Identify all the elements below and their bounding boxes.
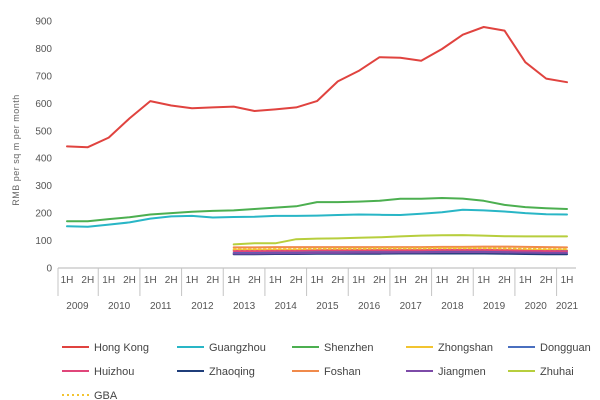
x-tick-label: 2H: [81, 275, 94, 286]
legend-label: Jiangmen: [438, 366, 486, 378]
y-tick-label: 100: [35, 236, 52, 247]
legend-label: Hong Kong: [94, 342, 149, 354]
x-tick-label: 1H: [561, 275, 574, 286]
x-tick-label: 2H: [540, 275, 553, 286]
x-tick-label: 2H: [456, 275, 469, 286]
plot-area: [66, 26, 568, 256]
x-tick-label: 1H: [477, 275, 490, 286]
y-tick-label: 600: [35, 99, 52, 110]
year-label: 2011: [150, 301, 172, 312]
legend-label: Zhongshan: [438, 342, 493, 354]
year-label: 2018: [441, 301, 464, 312]
legend-label: Shenzhen: [324, 342, 374, 354]
series-line-guangzhou: [66, 208, 568, 228]
year-label: 2013: [233, 301, 256, 312]
legend: Hong Kong Guangzhou Shenzhen Zhongshan Dongg…: [62, 342, 591, 400]
x-tick-label: 2H: [165, 275, 178, 286]
series-line-huizhou: [232, 248, 568, 253]
y-tick-label: 500: [35, 126, 52, 137]
x-tick-label: 1H: [102, 275, 115, 286]
series-line-jiangmen: [232, 251, 568, 255]
y-tick-label: 900: [35, 17, 52, 28]
x-tick-label: 2H: [415, 275, 428, 286]
legend-label: Zhuhai: [540, 366, 574, 378]
x-tick-label: 2H: [373, 275, 386, 286]
x-tick-label: 1H: [61, 275, 74, 286]
x-tick-label: 1H: [352, 275, 365, 286]
year-label: 2010: [108, 301, 131, 312]
y-tick-label: 800: [35, 44, 52, 55]
x-tick-label: 2H: [248, 275, 261, 286]
legend-label: Dongguan: [540, 342, 591, 354]
x-tick-label: 2H: [331, 275, 344, 286]
series-line-shenzhen: [66, 197, 568, 223]
x-tick-label: 1H: [227, 275, 240, 286]
year-label: 2019: [483, 301, 506, 312]
legend-label: Huizhou: [94, 366, 134, 378]
year-label: 2015: [316, 301, 339, 312]
x-tick-label: 2H: [206, 275, 219, 286]
y-tick-label: 700: [35, 71, 52, 82]
y-tick-label: 400: [35, 154, 52, 165]
legend-label: GBA: [94, 390, 118, 400]
x-tick-label: 1H: [519, 275, 532, 286]
series-line-gba: [232, 247, 568, 251]
year-label: 2009: [66, 301, 89, 312]
y-tick-labels: 0 100 200 300 400 500 600 700 800 900: [35, 17, 52, 275]
x-tick-label: 1H: [311, 275, 324, 286]
x-tick-label: 1H: [269, 275, 282, 286]
series-line-zhuhai: [232, 234, 568, 246]
series-line-hong-kong: [66, 26, 568, 149]
x-tick-label: 1H: [144, 275, 157, 286]
x-tick-labels: 1H 2H 1H 2H 1H 2H 1H 2H 1H 2H 1H 2H 1H 2H 1H 2H 1H 2H 1H 2H…: [57, 268, 579, 312]
x-tick-label: 2H: [498, 275, 511, 286]
legend-label: Foshan: [324, 366, 361, 378]
x-tick-label: 1H: [186, 275, 199, 286]
y-axis-label: RMB per sq m per month: [11, 94, 21, 206]
x-tick-label: 2H: [123, 275, 136, 286]
series-line-foshan: [232, 245, 568, 249]
year-label: 2020: [525, 301, 548, 312]
y-tick-label: 0: [46, 264, 52, 275]
x-tick-label: 2H: [290, 275, 303, 286]
year-label: 2021: [556, 301, 579, 312]
y-tick-label: 300: [35, 181, 52, 192]
x-tick-label: 1H: [394, 275, 407, 286]
year-label: 2014: [275, 301, 298, 312]
y-tick-label: 200: [35, 209, 52, 220]
x-tick-label: 1H: [436, 275, 449, 286]
legend-label: Guangzhou: [209, 342, 266, 354]
legend-label: Zhaoqing: [209, 366, 255, 378]
year-label: 2012: [191, 301, 214, 312]
year-label: 2017: [400, 301, 423, 312]
year-label: 2016: [358, 301, 381, 312]
